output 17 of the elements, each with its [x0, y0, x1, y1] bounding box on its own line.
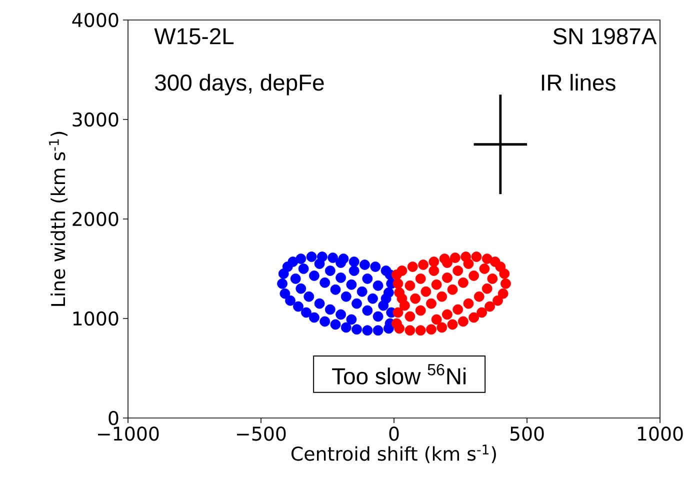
y-tick-label: 3000	[72, 112, 118, 127]
annotation: Too slow $^{56}$Ni	[332, 364, 466, 384]
annotation: W15-2L	[154, 28, 234, 44]
x-axis-title: Centroid shift (km s$^{-1}$)	[291, 444, 496, 464]
annotation: IR lines	[542, 74, 616, 91]
y-tick-label: 0	[108, 410, 118, 426]
x-tick-label: 0	[389, 426, 399, 441]
y-axis-title: Line width (km s$^{-1}$)	[49, 132, 68, 306]
y-tick-label: 2000	[72, 212, 118, 226]
x-tick-label: 1000	[638, 426, 683, 441]
y-tick-label: 1000	[73, 311, 118, 326]
x-tick-label: 500	[510, 426, 544, 441]
annotation: 300 days, depFe	[155, 74, 324, 96]
x-tick-label: −1000	[98, 426, 159, 441]
x-tick-label: −500	[237, 426, 286, 441]
y-tick-label: 4000	[72, 12, 118, 28]
annotation: SN 1987A	[553, 28, 657, 44]
